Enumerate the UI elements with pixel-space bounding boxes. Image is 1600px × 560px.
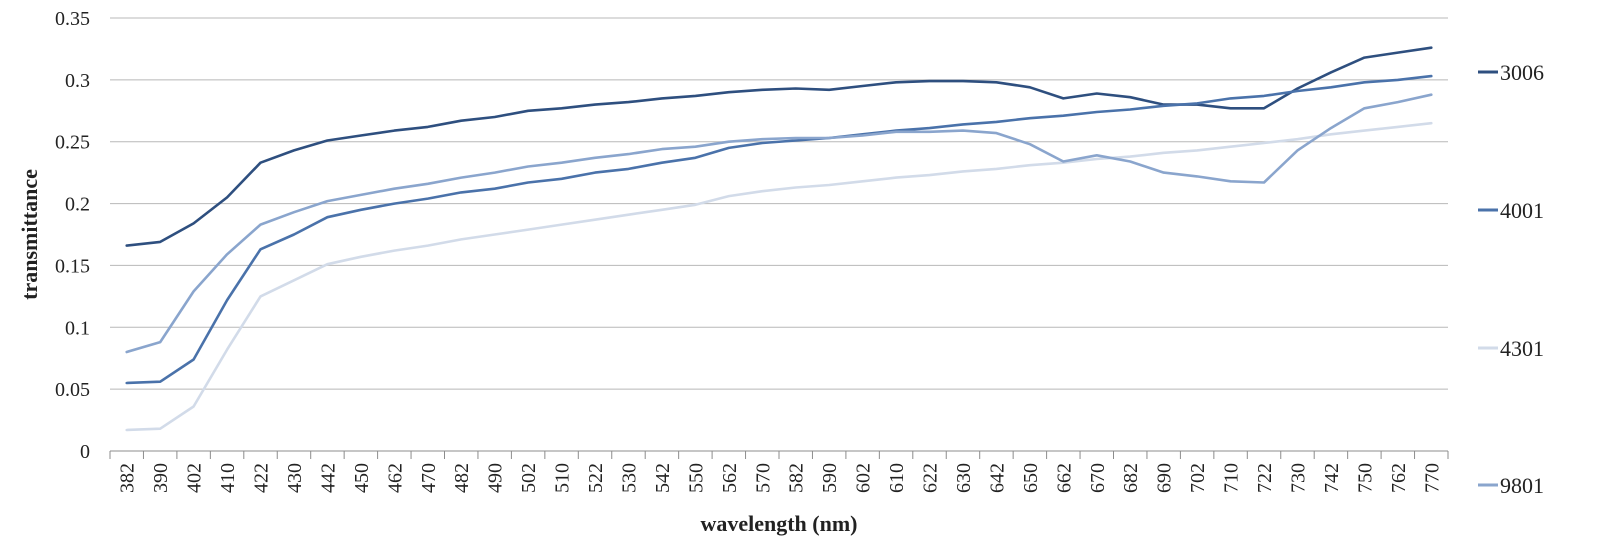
x-tick-label: 562 [719,463,741,493]
gridlines [110,17,1448,452]
x-tick-label: 750 [1354,463,1376,493]
x-tick-label: 730 [1287,463,1309,493]
x-tick-label: 770 [1421,463,1443,493]
x-tick-label: 390 [150,463,172,493]
x-tick-label: 462 [384,463,406,493]
y-tick-label: 0.3 [65,70,90,92]
legend: 3006 4001 4301 9801 [1478,60,1544,498]
x-tick-label: 610 [886,463,908,493]
y-axis-ticks: 0 0.05 0.1 0.15 0.2 0.25 0.3 0.35 [55,8,90,463]
x-tick-label: 662 [1053,463,1075,493]
x-axis-title: wavelength (nm) [700,511,857,536]
x-tick-label: 402 [184,463,206,493]
y-tick-label: 0.05 [55,379,90,401]
series-line-4301 [125,121,1433,432]
x-tick-label: 422 [251,463,273,493]
legend-label: 9801 [1500,473,1544,498]
x-tick-label: 650 [1020,463,1042,493]
series-line-9801 [125,93,1433,354]
x-tick-label: 690 [1154,463,1176,493]
legend-label: 4001 [1500,198,1544,223]
y-axis-title: transmittance [17,169,42,300]
x-tick-label: 430 [284,463,306,493]
x-tick-label: 502 [518,463,540,493]
legend-label: 4301 [1500,336,1544,361]
x-tick-label: 470 [418,463,440,493]
x-tick-label: 542 [652,463,674,493]
x-tick-label: 570 [752,463,774,493]
series-lines [125,46,1433,432]
x-tick-label: 582 [786,463,808,493]
x-tick-label: 742 [1321,463,1343,493]
x-tick-label: 630 [953,463,975,493]
y-tick-label: 0.35 [55,8,90,30]
series-line-3006 [125,46,1433,247]
x-tick-label: 590 [819,463,841,493]
y-tick-label: 0.2 [65,194,90,216]
y-tick-label: 0.25 [55,132,90,154]
x-tick-label: 722 [1254,463,1276,493]
x-tick-label: 510 [552,463,574,493]
legend-label: 3006 [1500,60,1544,85]
x-axis: 382 390 402 410 422 430 442 450 462 470 482 490 502 5… [109,451,1449,493]
x-tick-label: 710 [1221,463,1243,493]
x-tick-label: 490 [485,463,507,493]
x-tick-label: 442 [317,463,339,493]
y-tick-label: 0.15 [55,255,90,277]
x-tick-label: 482 [451,463,473,493]
x-tick-label: 602 [853,463,875,493]
x-tick-label: 410 [217,463,239,493]
x-tick-label: 522 [585,463,607,493]
x-tick-label: 642 [986,463,1008,493]
x-tick-label: 450 [351,463,373,493]
x-tick-label: 382 [117,463,139,493]
x-tick-label: 530 [618,463,640,493]
x-tick-label: 622 [920,463,942,493]
y-tick-label: 0 [80,441,90,463]
x-tick-label: 670 [1087,463,1109,493]
x-tick-label: 702 [1187,463,1209,493]
series-line-4001 [125,74,1433,385]
x-tick-label: 762 [1388,463,1410,493]
x-tick-label: 682 [1120,463,1142,493]
x-tick-label: 550 [685,463,707,493]
y-tick-label: 0.1 [65,317,90,339]
